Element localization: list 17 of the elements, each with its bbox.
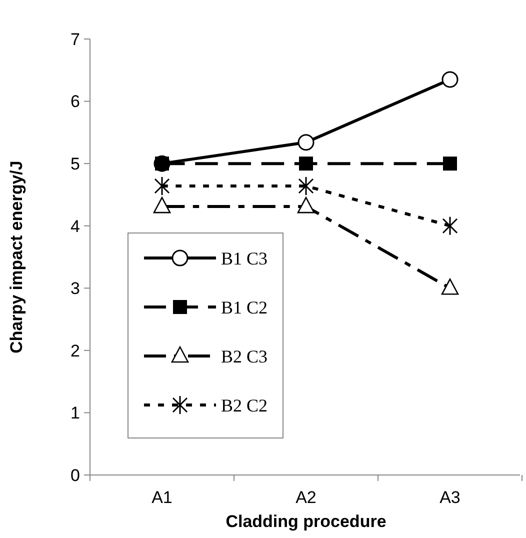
legend-label: B1 C2 — [221, 297, 268, 318]
y-tick-label: 5 — [70, 154, 80, 174]
y-tick-label: 0 — [70, 466, 80, 485]
y-tick-label: 3 — [70, 279, 80, 298]
y-tick-label: 4 — [70, 216, 80, 236]
y-tick-label: 6 — [70, 92, 80, 112]
legend-label: B2 C2 — [221, 395, 268, 416]
legend-label: B2 C3 — [221, 346, 268, 366]
y-tick-label: 1 — [70, 404, 80, 423]
legend-label: B1 C3 — [221, 248, 268, 268]
x-tick-label: A3 — [440, 488, 460, 507]
y-axis-title: Charpy impact energy/J — [7, 160, 26, 354]
y-tick-label: 7 — [70, 30, 80, 49]
x-axis-title: Cladding procedure — [226, 512, 386, 531]
x-tick-label: A2 — [296, 488, 316, 507]
x-tick-label: A1 — [152, 488, 172, 507]
y-tick-label: 2 — [70, 341, 80, 360]
